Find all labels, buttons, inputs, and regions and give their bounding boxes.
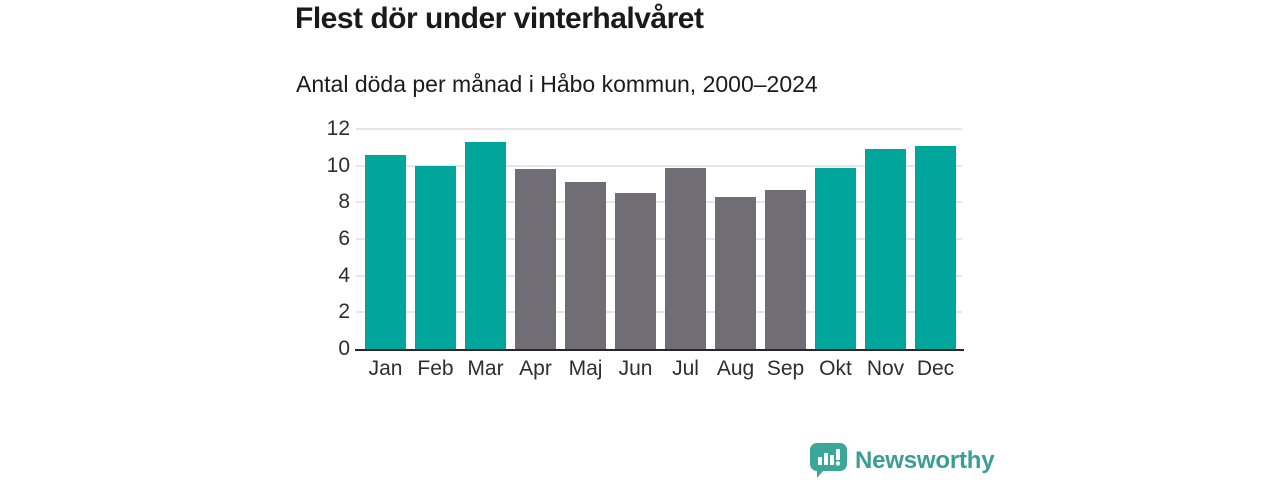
x-tick-feb: Feb	[417, 357, 454, 380]
x-tick-jun: Jun	[618, 357, 653, 380]
x-tick-nov: Nov	[866, 357, 905, 380]
brand-name: Newsworthy	[855, 446, 995, 474]
bar-mar	[465, 141, 506, 349]
x-tick-aug: Aug	[716, 357, 755, 380]
bar-apr	[515, 169, 556, 349]
bar-jun	[615, 193, 656, 349]
x-tick-okt: Okt	[819, 357, 852, 380]
y-tick-2: 2	[338, 300, 350, 324]
newsworthy-logo-icon	[810, 443, 847, 478]
bar-aug	[715, 196, 756, 349]
gridline-y12	[356, 128, 962, 130]
y-tick-6: 6	[338, 227, 350, 250]
x-tick-sep: Sep	[766, 357, 805, 380]
y-tick-12: 12	[326, 117, 350, 140]
bar-feb	[415, 165, 456, 349]
chart-title: Flest dör under vinterhalvåret	[295, 2, 704, 35]
x-tick-maj: Maj	[568, 357, 603, 380]
bar-jul	[665, 167, 706, 349]
bar-dec	[915, 145, 956, 349]
gridline-y2	[356, 311, 962, 314]
y-tick-4: 4	[338, 263, 350, 287]
chart-subtitle: Antal döda per månad i Håbo kommun, 2000…	[296, 71, 818, 97]
bar-sep	[765, 189, 806, 349]
y-tick-10: 10	[326, 153, 350, 177]
y-tick-0: 0	[338, 337, 350, 360]
bar-maj	[565, 182, 606, 349]
x-axis-line	[355, 349, 964, 351]
x-tick-mar: Mar	[467, 357, 504, 380]
bar-jan	[365, 154, 406, 349]
brand-logo: Newsworthy	[810, 443, 995, 478]
x-tick-apr: Apr	[519, 357, 552, 380]
bar-okt	[815, 167, 856, 349]
x-tick-dec: Dec	[916, 357, 955, 380]
y-tick-8: 8	[338, 190, 350, 214]
gridline-y10	[356, 164, 962, 167]
gridline-y4	[356, 274, 962, 277]
x-tick-jan: Jan	[368, 357, 403, 380]
plot-area: 0 2 4 6 8 10 12 Jan Feb Mar Apr Maj Jun Jul Aug Sep Okt…	[327, 117, 964, 380]
gridline-y8	[356, 201, 962, 204]
bar-nov	[865, 149, 906, 349]
y-axis: 0 2 4 6 8 10 12	[306, 117, 350, 360]
gridline-y6	[356, 238, 962, 240]
x-tick-jul: Jul	[672, 357, 699, 380]
